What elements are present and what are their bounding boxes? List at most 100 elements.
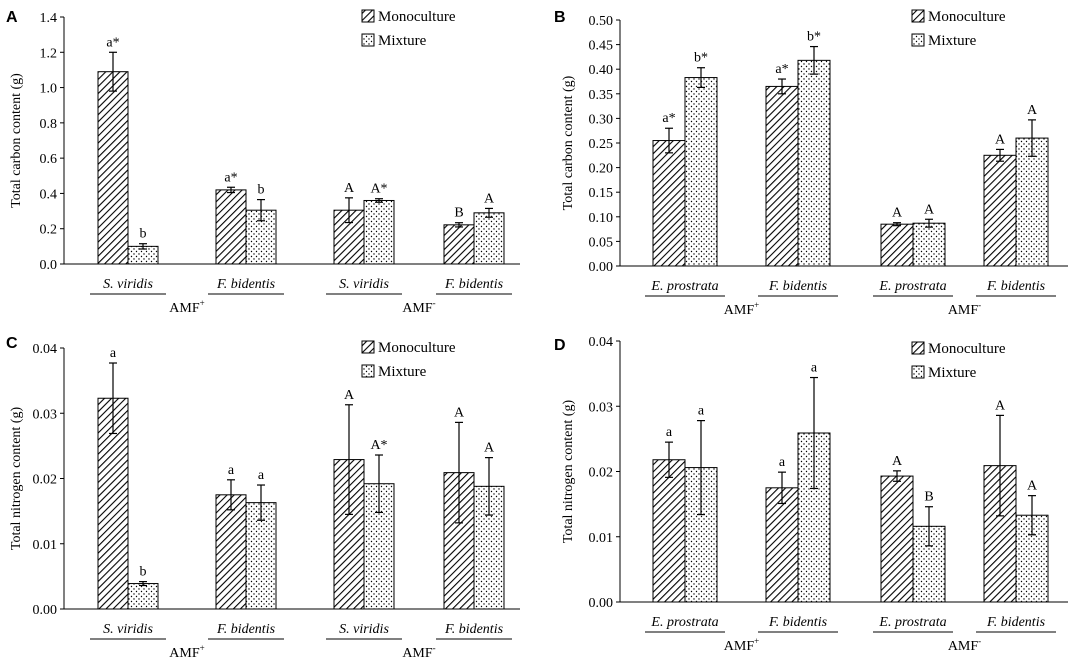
group-label: AMF+	[724, 300, 759, 318]
monoculture-bar	[880, 223, 914, 267]
category-label: F. bidentis	[444, 277, 504, 292]
group-label-sup: +	[754, 300, 759, 310]
y-tick-label: 0.00	[589, 260, 614, 275]
group-label: AMF+	[724, 636, 759, 654]
group-label-sup: +	[200, 298, 205, 308]
category-label: E. prostrata	[650, 615, 718, 630]
mixture-bar	[1015, 137, 1049, 267]
group-label-text: AMF	[169, 301, 200, 316]
significance-label: a	[110, 346, 117, 361]
category-label: S. viridis	[103, 277, 153, 292]
significance-label: b	[258, 183, 265, 198]
y-tick-label: 0.50	[589, 14, 614, 29]
significance-label: b*	[694, 51, 708, 66]
category-label: F. bidentis	[444, 622, 504, 637]
significance-label: A	[484, 191, 495, 206]
monoculture-bar	[880, 475, 914, 603]
legend-monoculture-swatch	[361, 340, 375, 354]
category-label: F. bidentis	[986, 279, 1046, 294]
category-label: E. prostrata	[650, 279, 718, 294]
y-tick-label: 0.4	[40, 187, 58, 202]
group-label: AMF-	[948, 636, 981, 654]
monoculture-bar	[215, 189, 247, 265]
mixture-bar	[363, 199, 395, 265]
panel-b-carbon-chart: B 0.00 0.05 0.10 0.15 0.20 0.25 0.30 0.35 0.40 0.4…	[554, 9, 1068, 318]
group-label-text: AMF	[724, 303, 755, 318]
legend-mixture-swatch	[361, 364, 375, 378]
y-tick-label: 0.00	[589, 596, 614, 611]
significance-label: a*	[775, 62, 788, 77]
monoculture-bar	[215, 494, 247, 610]
panel-d-nitrogen-chart: D 0.00 0.01 0.02 0.03 0.04 Total nitrogen cont…	[554, 335, 1068, 654]
y-tick-label: 0.02	[33, 473, 58, 488]
monoculture-bar	[983, 154, 1017, 267]
significance-label: b	[140, 565, 147, 580]
panel-letter: B	[554, 9, 566, 26]
significance-label: A	[995, 398, 1006, 413]
legend-monoculture-label: Monoculture	[378, 340, 456, 356]
y-tick-label: 0.02	[589, 466, 614, 481]
mixture-bar	[684, 77, 718, 267]
y-tick-label: 0.20	[589, 162, 614, 177]
significance-label: a*	[224, 170, 237, 185]
category-label: E. prostrata	[878, 279, 946, 294]
group-label-sup: -	[433, 298, 436, 308]
y-axis-label: Total nitrogen content (g)	[9, 407, 24, 551]
group-label-text: AMF	[169, 646, 200, 661]
legend-mixture-swatch	[361, 33, 375, 47]
legend-mixture-label: Mixture	[928, 365, 977, 381]
monoculture-bar	[333, 209, 365, 265]
y-tick-label: 0.01	[33, 538, 58, 553]
y-tick-label: 0.6	[40, 152, 58, 167]
category-label: S. viridis	[103, 622, 153, 637]
monoculture-bar	[97, 71, 129, 265]
group-label: AMF-	[402, 298, 435, 316]
significance-label: A*	[370, 182, 387, 197]
y-tick-label: 0.04	[589, 335, 614, 350]
legend-mixture-label: Mixture	[378, 364, 427, 380]
legend-mixture-label: Mixture	[378, 33, 427, 49]
group-label-sup: +	[200, 643, 205, 653]
legend-monoculture-swatch	[361, 9, 375, 23]
category-label: S. viridis	[339, 277, 389, 292]
significance-label: A	[1027, 479, 1038, 494]
significance-label: A	[995, 132, 1006, 147]
y-tick-label: 0.00	[33, 603, 58, 618]
significance-label: A*	[370, 438, 387, 453]
category-label: F. bidentis	[768, 615, 828, 630]
significance-label: A	[1027, 103, 1038, 118]
significance-label: b	[140, 227, 147, 242]
y-axis-label: Total carbon content (g)	[9, 73, 24, 208]
monoculture-bar	[652, 459, 686, 603]
legend-monoculture-label: Monoculture	[928, 341, 1006, 357]
significance-label: B	[924, 490, 933, 505]
group-label-sup: -	[433, 643, 436, 653]
category-label: F. bidentis	[768, 279, 828, 294]
panel-c-nitrogen-chart: C 0.00 0.01 0.02 0.03 0.04 Total nitrogen cont…	[6, 335, 520, 661]
y-axis-label: Total carbon content (g)	[561, 75, 576, 210]
significance-label: A	[344, 388, 355, 403]
legend-mixture-swatch	[911, 33, 925, 47]
group-label-text: AMF	[402, 301, 433, 316]
panel-letter: C	[6, 335, 18, 352]
y-tick-label: 0.40	[589, 63, 614, 78]
y-tick-label: 0.04	[33, 342, 58, 357]
y-tick-label: 0.45	[589, 39, 614, 54]
group-label: AMF+	[169, 643, 204, 661]
y-tick-label: 0.03	[33, 407, 58, 422]
group-label-text: AMF	[948, 303, 979, 318]
legend-mixture-swatch	[911, 365, 925, 379]
legend-monoculture-swatch	[911, 9, 925, 23]
legend-monoculture-label: Monoculture	[928, 9, 1006, 25]
panel-letter: A	[6, 9, 18, 26]
significance-label: A	[454, 405, 465, 420]
significance-label: a*	[106, 35, 119, 50]
monoculture-bar	[443, 224, 475, 265]
y-tick-label: 0.25	[589, 137, 614, 152]
group-label-sup: +	[754, 636, 759, 646]
significance-label: a	[779, 455, 786, 470]
category-label: S. viridis	[339, 622, 389, 637]
group-label-sup: -	[978, 636, 981, 646]
significance-label: A	[344, 181, 355, 196]
y-tick-label: 1.0	[40, 82, 58, 97]
